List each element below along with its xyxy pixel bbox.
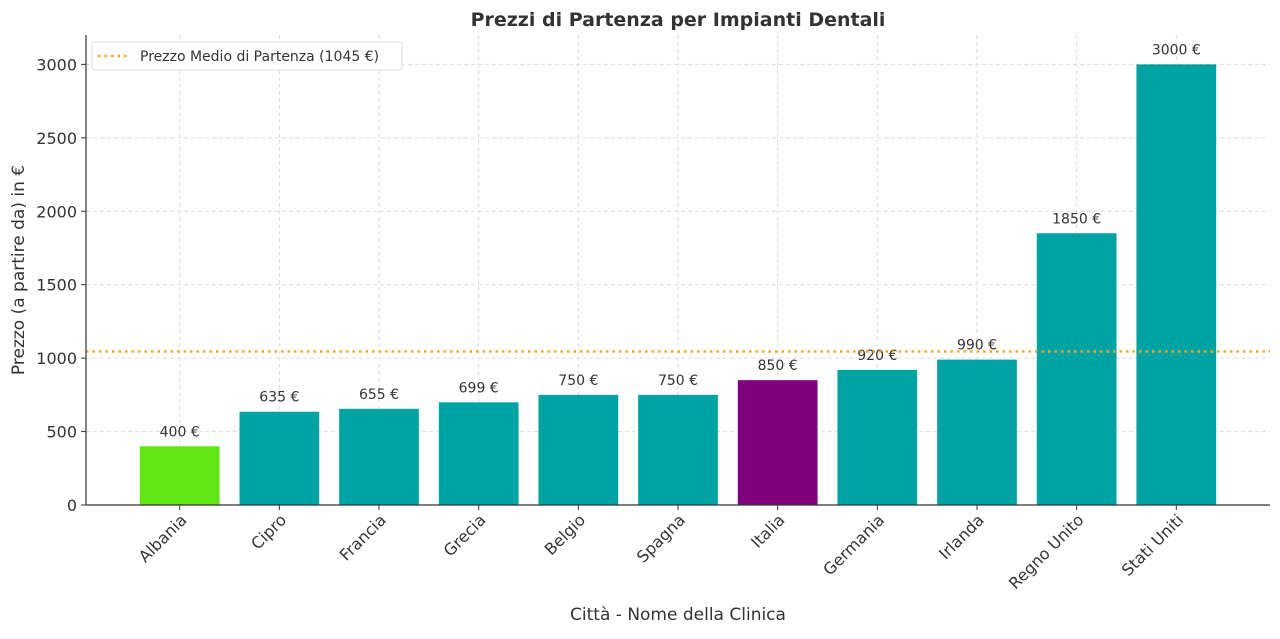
y-tick-label: 2000 <box>36 202 77 221</box>
bar-irlanda <box>937 359 1017 505</box>
data-label: 990 € <box>957 338 997 354</box>
y-tick-label: 3000 <box>36 55 77 74</box>
legend-label: Prezzo Medio di Partenza (1045 €) <box>140 49 379 65</box>
y-axis-label: Prezzo (a partire da) in € <box>9 165 29 375</box>
data-label: 750 € <box>558 373 598 389</box>
bar-germania <box>837 369 918 505</box>
x-tick-label: Grecia <box>440 510 490 560</box>
x-tick-label: Irlanda <box>935 510 988 563</box>
bar-belgio <box>538 394 619 505</box>
bar-spagna <box>638 394 718 505</box>
x-tick-label: Belgio <box>541 510 590 559</box>
x-tick-label: Germania <box>819 510 888 579</box>
data-label: 1850 € <box>1052 211 1101 227</box>
x-tick-label: Albania <box>135 510 191 566</box>
data-label: 920 € <box>857 348 897 364</box>
bar-regno-unito <box>1036 233 1117 505</box>
x-axis-label: Città - Nome della Clinica <box>570 605 786 625</box>
y-tick-label: 2500 <box>36 129 77 148</box>
data-label: 635 € <box>259 390 299 406</box>
bar-grecia <box>438 402 519 505</box>
y-tick-label: 1500 <box>36 276 77 295</box>
data-label: 3000 € <box>1152 42 1201 58</box>
data-label: 850 € <box>758 358 798 374</box>
y-tick-label: 0 <box>67 496 77 515</box>
data-label: 699 € <box>459 380 499 396</box>
x-tick-label: Cipro <box>247 510 290 553</box>
data-label: 750 € <box>658 373 698 389</box>
y-tick-label: 500 <box>46 423 77 442</box>
legend: Prezzo Medio di Partenza (1045 €) <box>91 41 403 71</box>
chart-title: Prezzi di Partenza per Impianti Dentali <box>471 9 886 31</box>
x-tick-label: Spagna <box>633 510 689 566</box>
bar-albania <box>139 446 220 505</box>
x-tick-label: Francia <box>336 510 390 564</box>
bar-francia <box>339 408 419 505</box>
data-label: 655 € <box>359 387 399 403</box>
x-tick-label: Italia <box>747 510 788 551</box>
bar-stati-uniti <box>1136 64 1217 505</box>
bar-italia <box>737 380 818 505</box>
bar-cipro <box>239 411 320 505</box>
data-label: 400 € <box>160 424 200 440</box>
x-tick-label: Stati Uniti <box>1118 510 1187 579</box>
x-tick-label: Regno Unito <box>1005 510 1088 593</box>
y-tick-label: 1000 <box>36 349 77 368</box>
